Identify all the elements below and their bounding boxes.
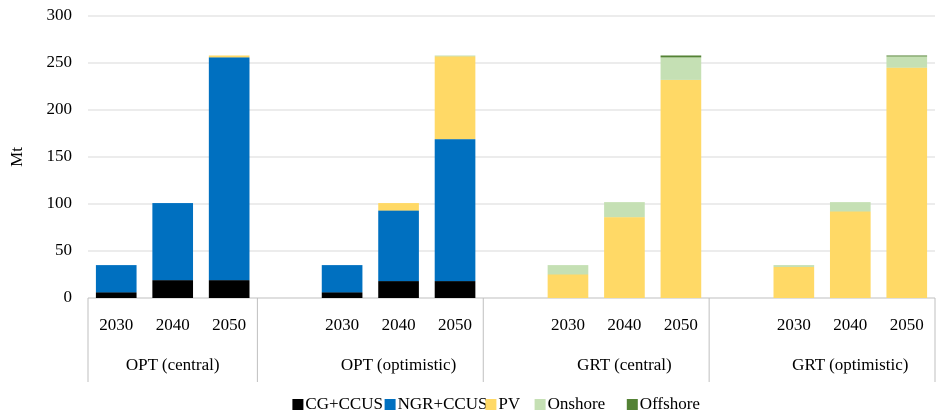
bar-segment <box>321 265 363 293</box>
x-tick-label: 2040 <box>156 315 190 334</box>
y-tick-label: 200 <box>47 99 73 118</box>
bar-segment <box>95 292 137 298</box>
bar-segment <box>208 57 250 281</box>
x-tick-label: 2040 <box>833 315 867 334</box>
bar-segment <box>208 280 250 298</box>
bar-segment <box>660 57 702 80</box>
bar-segment <box>660 79 702 298</box>
bar-segment <box>95 265 137 293</box>
x-tick-label: 2050 <box>664 315 698 334</box>
bar-segment <box>773 266 815 298</box>
x-tick-label: 2040 <box>607 315 641 334</box>
y-tick-label: 50 <box>55 240 72 259</box>
y-tick-label: 300 <box>47 5 73 24</box>
bar-segment <box>434 56 476 140</box>
bar-segment <box>321 292 363 298</box>
group-label: OPT (central) <box>126 355 220 374</box>
x-tick-label: 2030 <box>325 315 359 334</box>
legend-swatch <box>534 399 546 410</box>
bar-segment <box>829 211 871 298</box>
x-tick-label: 2030 <box>99 315 133 334</box>
bar-segment <box>434 281 476 298</box>
bar-segment <box>547 265 589 275</box>
bar-segment <box>378 281 419 298</box>
legend-swatch <box>292 399 304 410</box>
x-tick-label: 2050 <box>438 315 472 334</box>
bar-segment <box>886 55 928 57</box>
y-tick-label: 150 <box>47 146 73 165</box>
x-tick-label: 2030 <box>777 315 811 334</box>
bar-segment <box>152 280 194 298</box>
legend-label: Offshore <box>640 394 700 413</box>
bar-segment <box>152 203 194 281</box>
legend-label: PV <box>498 394 520 413</box>
bar-segment <box>604 217 645 298</box>
legend-swatch <box>485 399 497 410</box>
group-label: GRT (central) <box>577 355 672 374</box>
bar-segment <box>434 55 476 57</box>
bar-segment <box>886 67 928 298</box>
y-axis-label: Mt <box>7 147 26 167</box>
bar-segment <box>660 55 702 58</box>
legend-label: NGR+CCUS <box>398 394 488 413</box>
bar-segment <box>434 139 476 282</box>
bar-segment <box>829 202 871 212</box>
bar-segment <box>378 203 419 211</box>
bar-segment <box>208 55 250 58</box>
bar-segment <box>886 56 928 68</box>
legend-label: Onshore <box>548 394 606 413</box>
y-tick-label: 100 <box>47 193 73 212</box>
y-tick-label: 250 <box>47 52 73 71</box>
bar-segment <box>547 274 589 298</box>
y-tick-label: 0 <box>64 287 73 306</box>
legend-label: CG+CCUS <box>305 394 383 413</box>
group-label: GRT (optimistic) <box>792 355 908 374</box>
x-tick-label: 2030 <box>551 315 585 334</box>
legend-swatch <box>384 399 396 410</box>
group-label: OPT (optimistic) <box>341 355 456 374</box>
bar-segment <box>604 202 645 218</box>
bar-segment <box>378 210 419 282</box>
bar-segment <box>773 265 815 267</box>
x-tick-label: 2040 <box>382 315 416 334</box>
x-tick-label: 2050 <box>890 315 924 334</box>
legend-swatch <box>626 399 638 410</box>
x-tick-label: 2050 <box>212 315 246 334</box>
